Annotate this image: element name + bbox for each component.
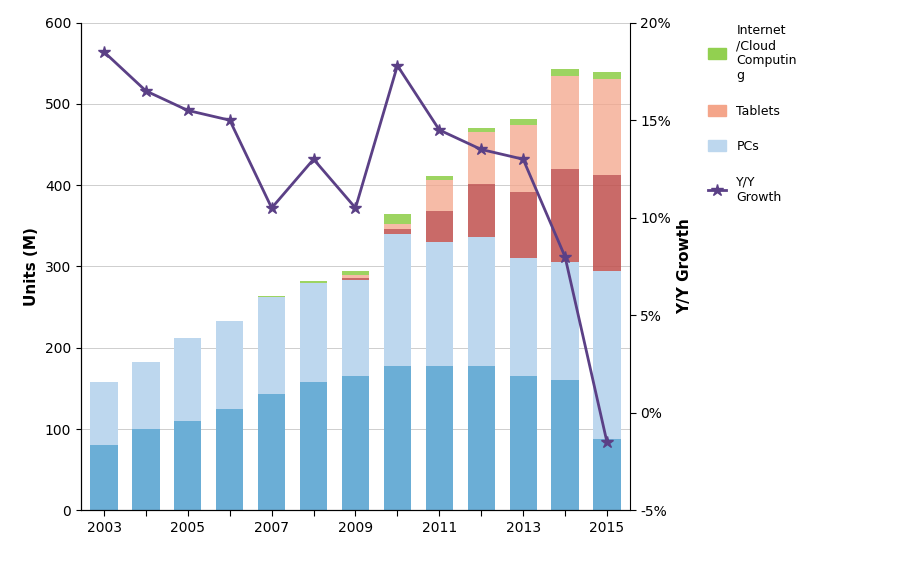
Bar — [342, 272, 369, 276]
Bar — [258, 394, 285, 510]
Bar — [383, 366, 411, 510]
Bar — [132, 429, 159, 510]
Bar — [468, 366, 495, 510]
Bar — [216, 321, 243, 409]
Bar — [132, 362, 159, 429]
Bar — [300, 382, 328, 510]
Bar — [426, 366, 453, 510]
Bar — [509, 125, 536, 192]
Bar — [175, 338, 202, 421]
Bar — [342, 276, 369, 278]
Bar — [426, 242, 453, 366]
Bar — [383, 229, 411, 234]
Bar — [383, 224, 411, 229]
Bar — [552, 380, 579, 510]
Bar — [593, 439, 621, 510]
Bar — [342, 278, 369, 280]
Bar — [90, 445, 118, 510]
Bar — [593, 72, 621, 79]
Bar — [509, 376, 536, 510]
Bar — [383, 234, 411, 366]
Bar — [258, 297, 285, 394]
Bar — [552, 75, 579, 169]
Bar — [300, 281, 328, 283]
Bar — [593, 79, 621, 175]
Bar — [258, 296, 285, 297]
Bar — [342, 280, 369, 376]
Bar — [509, 259, 536, 376]
Bar — [552, 169, 579, 263]
Bar — [468, 132, 495, 184]
Bar — [468, 128, 495, 132]
Bar — [175, 421, 202, 510]
Bar — [426, 211, 453, 242]
Bar — [593, 175, 621, 270]
Bar — [342, 376, 369, 510]
Bar — [300, 283, 328, 382]
Y-axis label: Y/Y Growth: Y/Y Growth — [677, 218, 692, 315]
Bar — [90, 382, 118, 445]
Bar — [509, 192, 536, 259]
Legend: Internet
/Cloud
Computin
g, Tablets, PCs, Y/Y
Growth: Internet /Cloud Computin g, Tablets, PCs… — [707, 24, 796, 204]
Bar — [468, 237, 495, 366]
Bar — [552, 263, 579, 380]
Bar — [552, 69, 579, 75]
Bar — [426, 180, 453, 211]
Bar — [593, 270, 621, 439]
Bar — [383, 214, 411, 224]
Bar — [216, 409, 243, 510]
Bar — [468, 184, 495, 237]
Bar — [426, 176, 453, 180]
Y-axis label: Units (M): Units (M) — [24, 227, 40, 306]
Bar — [509, 119, 536, 125]
